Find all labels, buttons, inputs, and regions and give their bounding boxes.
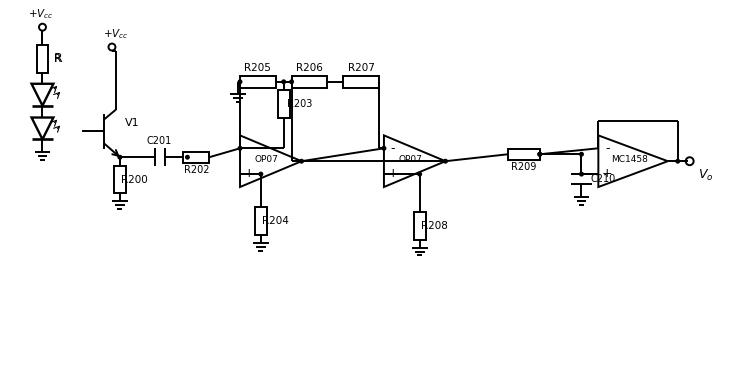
Text: +: + [602, 167, 613, 180]
Bar [184, 152, 209, 163]
Circle shape [686, 157, 694, 165]
Bar [413, 212, 425, 240]
Circle shape [675, 159, 680, 164]
Text: OP07: OP07 [255, 155, 279, 164]
Text: R205: R205 [245, 63, 271, 73]
Circle shape [39, 24, 46, 31]
Circle shape [117, 155, 123, 160]
Bar [343, 76, 379, 88]
Circle shape [258, 171, 264, 177]
Text: R208: R208 [421, 221, 448, 231]
Bar [37, 45, 48, 73]
Text: +: + [388, 167, 398, 180]
Text: R: R [53, 54, 61, 64]
Text: R209: R209 [511, 162, 537, 172]
Text: -: - [391, 143, 395, 155]
Text: R200: R200 [121, 174, 148, 185]
Polygon shape [32, 118, 53, 139]
Bar [255, 207, 267, 235]
Text: C210: C210 [590, 174, 616, 184]
Text: $+V_{cc}$: $+V_{cc}$ [103, 27, 129, 41]
Polygon shape [240, 135, 301, 187]
Text: R203: R203 [287, 99, 312, 109]
Circle shape [538, 152, 542, 157]
Bar [240, 76, 276, 88]
Text: R: R [54, 53, 62, 65]
Circle shape [185, 155, 190, 160]
Bar [291, 76, 328, 88]
Text: R206: R206 [296, 63, 323, 73]
Circle shape [417, 171, 422, 177]
Polygon shape [384, 135, 446, 187]
Text: C201: C201 [147, 136, 172, 146]
Circle shape [289, 79, 294, 84]
Bar [114, 166, 126, 194]
Circle shape [579, 152, 584, 157]
Text: $+V_{cc}$: $+V_{cc}$ [28, 8, 53, 21]
Circle shape [108, 44, 115, 50]
Bar [508, 149, 540, 160]
Circle shape [382, 146, 386, 151]
Text: MC1458: MC1458 [611, 155, 648, 164]
Bar [278, 90, 290, 118]
Polygon shape [599, 135, 668, 187]
Circle shape [443, 159, 448, 164]
Circle shape [579, 171, 584, 177]
Text: +: + [244, 167, 255, 180]
Circle shape [237, 146, 242, 151]
Circle shape [237, 79, 242, 84]
Text: -: - [605, 143, 609, 155]
Circle shape [299, 159, 304, 164]
Text: $V_o$: $V_o$ [698, 168, 713, 183]
Text: V1: V1 [124, 118, 139, 129]
Text: -: - [247, 143, 252, 155]
Circle shape [538, 152, 542, 157]
Text: R204: R204 [262, 216, 289, 226]
Text: R207: R207 [348, 63, 374, 73]
Text: OP07: OP07 [399, 155, 422, 164]
Circle shape [281, 79, 286, 84]
Polygon shape [32, 84, 53, 106]
Text: R202: R202 [184, 165, 209, 175]
